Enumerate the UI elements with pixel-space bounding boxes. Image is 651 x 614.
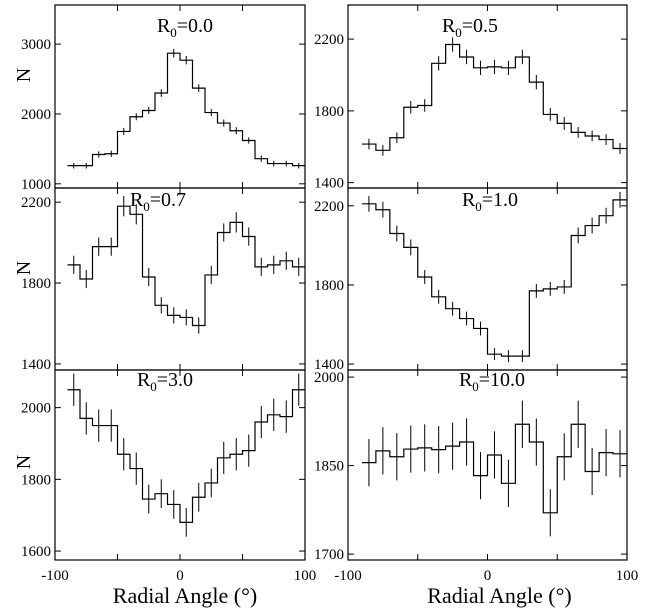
x-tick-label: 100 — [616, 568, 639, 584]
y-tick-label: 1600 — [21, 544, 51, 560]
y-tick-label: 1400 — [314, 357, 344, 373]
x-tick-label: 0 — [176, 568, 184, 584]
panel-title-rest: =10.0 — [479, 369, 525, 391]
panel-title-base: R — [157, 15, 171, 37]
panel-title-sub: 0 — [455, 25, 462, 40]
panel-title-sub: 0 — [475, 199, 482, 214]
panel-2: 1400 1800 2200 R0=0.7 N — [13, 187, 306, 373]
y-tick-label: 3000 — [21, 37, 51, 53]
series-step-line — [67, 205, 305, 327]
y-tick-label: 2000 — [314, 370, 344, 386]
panel-title-base: R — [442, 15, 456, 37]
panel-title-rest: =3.0 — [157, 369, 193, 391]
y-tick-label: 1800 — [314, 278, 344, 294]
panel-title-rest: =1.0 — [482, 189, 518, 211]
x-tick-label: -100 — [41, 568, 69, 584]
y-tick-label: 2000 — [21, 107, 51, 123]
y-tick-label: 2200 — [314, 199, 344, 215]
series-step-line — [361, 199, 627, 357]
panel-title-base: R — [130, 189, 144, 211]
panel-title-sub: 0 — [472, 379, 479, 394]
panel-title-rest: =0.7 — [150, 189, 186, 211]
series-step-line — [67, 389, 305, 523]
x-tick-label: -100 — [334, 568, 362, 584]
panel-title-base: R — [459, 369, 473, 391]
panel-title-base: R — [137, 369, 151, 391]
panel-0: 1000 2000 3000 R0=0.0 N — [13, 4, 306, 193]
y-axis-label: N — [13, 455, 35, 469]
panel-title: R0=0.0 — [157, 15, 213, 40]
y-tick-label: 1000 — [21, 177, 51, 193]
panel-title: R0=10.0 — [459, 369, 525, 394]
y-axis-label: N — [13, 68, 35, 82]
panel-title: R0=1.0 — [462, 189, 518, 214]
panel-frame — [54, 369, 306, 561]
panel-title-sub: 0 — [170, 25, 177, 40]
x-tick-label: 100 — [294, 568, 317, 584]
panel-title-rest: =0.0 — [177, 15, 213, 37]
panel-title: R0=3.0 — [137, 369, 193, 394]
y-tick-label: 1800 — [21, 276, 51, 292]
y-tick-label: 1400 — [21, 357, 51, 373]
y-tick-label: 1850 — [314, 459, 344, 475]
x-axis-label: Radial Angle (°) — [427, 583, 571, 608]
y-tick-label: 2000 — [21, 401, 51, 417]
series-step-line — [67, 52, 305, 167]
panel-3: 1400 1800 2200 R0=1.0 — [314, 187, 628, 373]
y-tick-label: 1700 — [314, 547, 344, 563]
panel-title: R0=0.5 — [442, 15, 498, 40]
panel-title-base: R — [462, 189, 476, 211]
y-tick-label: 2200 — [21, 195, 51, 211]
panel-title: R0=0.7 — [130, 189, 186, 214]
panel-title-rest: =0.5 — [462, 15, 498, 37]
y-tick-label: 2200 — [314, 32, 344, 48]
y-tick-label: 1400 — [314, 176, 344, 192]
y-axis-label: N — [13, 261, 35, 275]
y-tick-label: 1800 — [314, 104, 344, 120]
x-axis-label: Radial Angle (°) — [113, 583, 257, 608]
panel-title-sub: 0 — [143, 199, 150, 214]
panel-title-sub: 0 — [150, 379, 157, 394]
panel-1: 1400 1800 2200 R0=0.5 — [314, 4, 628, 192]
x-tick-label: 0 — [484, 568, 492, 584]
y-tick-label: 1800 — [21, 472, 51, 488]
